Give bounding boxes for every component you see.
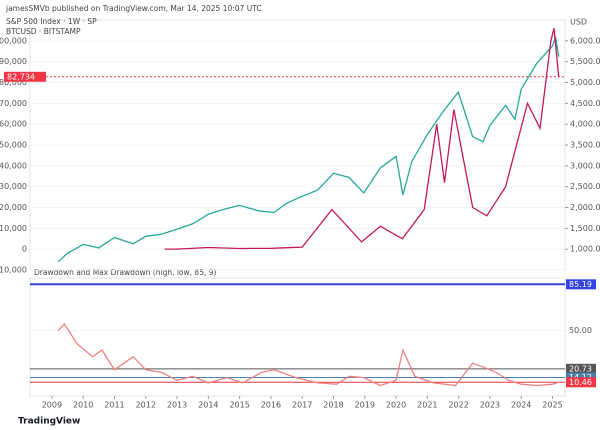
- level-badge: [566, 279, 596, 290]
- axis-unit: USD: [570, 18, 587, 27]
- bottom-pane-frame: [29, 277, 566, 397]
- level-label: 85.19: [569, 280, 592, 289]
- x-tick-label: 2021: [417, 401, 437, 410]
- y-tick-label: 30,000: [0, 182, 27, 191]
- y2-tick-label: 6,000.00: [570, 36, 600, 45]
- x-tick-label: 2009: [42, 401, 62, 410]
- y-tick-label: 100,000: [0, 36, 27, 45]
- x-tick-label: 2018: [323, 401, 343, 410]
- y-tick-label: 40,000: [0, 161, 27, 170]
- x-tick-label: 2022: [448, 401, 468, 410]
- series-line: [164, 28, 560, 250]
- price-label: 82,734: [7, 72, 35, 81]
- y-tick-label: 70,000: [0, 99, 27, 108]
- y-tick-label: 80,000: [0, 78, 27, 87]
- series-line: [57, 322, 559, 387]
- y2-tick-label: 3,000.00: [570, 161, 600, 170]
- x-tick-label: 2014: [198, 401, 218, 410]
- indicator-title[interactable]: Drawdown and Max Drawdown (high, low, 85…: [34, 268, 217, 277]
- x-tick-label: 2019: [355, 401, 375, 410]
- y-tick-label: 0: [22, 245, 27, 254]
- level-badge: [566, 377, 596, 388]
- x-tick-label: 2011: [104, 401, 124, 410]
- y2-tick-label: 4,000.00: [570, 120, 600, 129]
- y2-tick-label: 2,000.00: [570, 203, 600, 212]
- y2-tick-label: 2,500.00: [570, 182, 600, 191]
- legend-entry[interactable]: S&P 500 Index · 1W · SP: [6, 17, 97, 26]
- y-tick-label: 50.00: [569, 326, 592, 335]
- y2-tick-label: 5,000.00: [570, 78, 600, 87]
- y2-tick-label: 3,500.00: [570, 141, 600, 150]
- y-tick-label: 20,000: [0, 203, 27, 212]
- x-tick-label: 2015: [229, 401, 249, 410]
- logo[interactable]: TradingView: [18, 417, 80, 427]
- y-tick-label: 60,000: [0, 120, 27, 129]
- price-badge: [4, 71, 46, 82]
- byline: jamesSMVb published on TradingView.com, …: [5, 4, 262, 13]
- y2-tick-label: 5,500.00: [570, 57, 600, 66]
- y2-tick-label: 1,000.00: [570, 245, 600, 254]
- x-tick-label: 2024: [511, 401, 531, 410]
- y-tick-label: 10,000: [0, 224, 27, 233]
- legend-entry[interactable]: BTCUSD · BITSTAMP: [6, 27, 81, 36]
- level-label: 20.73: [569, 364, 592, 373]
- x-tick-label: 2013: [167, 401, 187, 410]
- y-tick-label: 50,000: [0, 141, 27, 150]
- x-tick-label: 2016: [261, 401, 281, 410]
- y-tick-label: 90,000: [0, 57, 27, 66]
- series-line: [57, 36, 560, 263]
- y2-tick-label: 4,500.00: [570, 99, 600, 108]
- y-tick-label: -10,000: [0, 266, 27, 275]
- level-badge: [566, 363, 596, 374]
- x-tick-label: 2017: [292, 401, 312, 410]
- x-tick-label: 2012: [136, 401, 156, 410]
- x-tick-label: 2020: [386, 401, 406, 410]
- y2-tick-label: 1,500.00: [570, 224, 600, 233]
- level-label: 10.46: [569, 378, 592, 387]
- x-tick-label: 2025: [542, 401, 562, 410]
- x-tick-label: 2023: [480, 401, 500, 410]
- x-tick-label: 2010: [73, 401, 93, 410]
